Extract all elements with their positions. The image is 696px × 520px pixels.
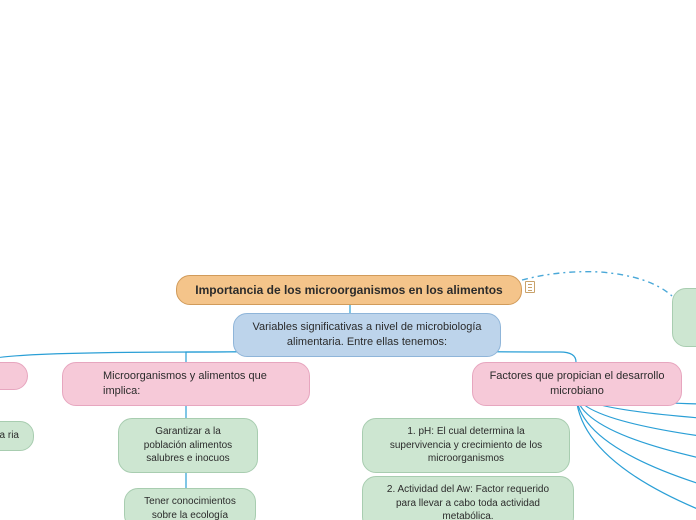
node-green_garant[interactable]: Garantizar a la población alimentos salu… <box>118 418 258 473</box>
node-green_prima[interactable]: a prima ria <box>0 421 34 451</box>
node-pink_factores[interactable]: Factores que propician el desarrollo mic… <box>472 362 682 406</box>
node-root[interactable]: Importancia de los microorganismos en lo… <box>176 275 522 305</box>
node-right_cut[interactable]: L​ e p <box>672 288 696 347</box>
node-green_ph[interactable]: 1. pH: El cual determina la supervivenci… <box>362 418 570 473</box>
node-green_ecologia[interactable]: Tener conocimientos sobre la ecología <box>124 488 256 520</box>
node-green_aw[interactable]: 2. Actividad del Aw: Factor requerido pa… <box>362 476 574 520</box>
node-sub[interactable]: Variables significativas a nivel de micr… <box>233 313 501 357</box>
connector <box>522 272 672 296</box>
node-pink_left_cut[interactable] <box>0 362 28 390</box>
connector <box>576 392 696 510</box>
connector-layer <box>0 0 696 520</box>
note-icon <box>525 281 535 293</box>
node-pink_micro[interactable]: Microorganismos y alimentos que implica: <box>62 362 310 406</box>
connector <box>576 392 696 484</box>
